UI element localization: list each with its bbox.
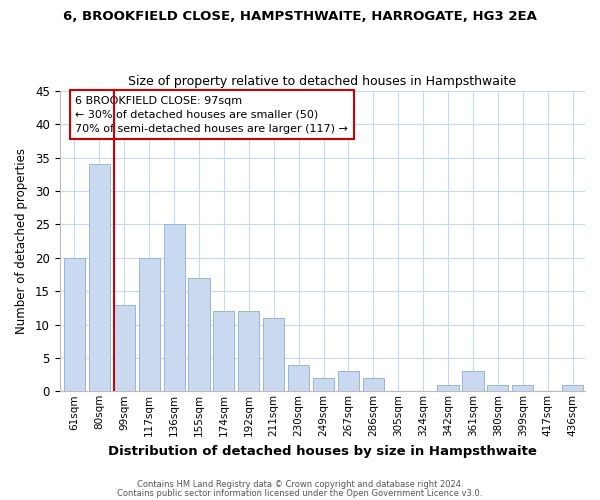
Bar: [313, 378, 334, 392]
Text: Contains HM Land Registry data © Crown copyright and database right 2024.: Contains HM Land Registry data © Crown c…: [137, 480, 463, 489]
Bar: [263, 318, 284, 392]
Y-axis label: Number of detached properties: Number of detached properties: [15, 148, 28, 334]
Bar: [139, 258, 160, 392]
Bar: [338, 371, 359, 392]
Text: 6 BROOKFIELD CLOSE: 97sqm
← 30% of detached houses are smaller (50)
70% of semi-: 6 BROOKFIELD CLOSE: 97sqm ← 30% of detac…: [76, 96, 348, 134]
Bar: [288, 364, 309, 392]
Text: 6, BROOKFIELD CLOSE, HAMPSTHWAITE, HARROGATE, HG3 2EA: 6, BROOKFIELD CLOSE, HAMPSTHWAITE, HARRO…: [63, 10, 537, 23]
Bar: [114, 304, 135, 392]
Bar: [238, 311, 259, 392]
Bar: [437, 384, 458, 392]
Text: Contains public sector information licensed under the Open Government Licence v3: Contains public sector information licen…: [118, 490, 482, 498]
Bar: [188, 278, 209, 392]
Bar: [562, 384, 583, 392]
Title: Size of property relative to detached houses in Hampsthwaite: Size of property relative to detached ho…: [128, 76, 517, 88]
Bar: [463, 371, 484, 392]
Bar: [512, 384, 533, 392]
Bar: [89, 164, 110, 392]
Bar: [487, 384, 508, 392]
Bar: [164, 224, 185, 392]
Bar: [64, 258, 85, 392]
X-axis label: Distribution of detached houses by size in Hampsthwaite: Distribution of detached houses by size …: [108, 444, 537, 458]
Bar: [214, 311, 235, 392]
Bar: [363, 378, 384, 392]
